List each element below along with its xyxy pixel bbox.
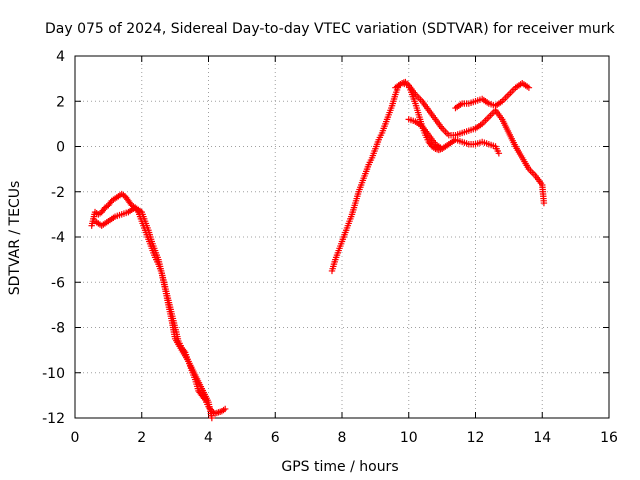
y-tick-label: 0 — [56, 140, 65, 156]
y-axis-label: SDTVAR / TECUs — [7, 181, 23, 296]
series-5 — [405, 116, 503, 157]
x-tick-labels: 0 2 4 6 8 10 12 14 16 — [71, 430, 618, 446]
y-tick-labels: 4 2 0 -2 -4 -6 -8 -10 -12 — [42, 49, 65, 427]
x-tick-label: 8 — [338, 430, 347, 446]
chart-title: Day 075 of 2024, Sidereal Day-to-day VTE… — [45, 21, 615, 37]
data-points — [88, 78, 548, 422]
x-tick-label: 14 — [533, 430, 551, 446]
y-tick-label: -8 — [51, 321, 65, 337]
x-tick-label: 10 — [400, 430, 418, 446]
x-tick-label: 0 — [71, 430, 80, 446]
series-4 — [392, 79, 548, 207]
data-point — [221, 405, 229, 413]
x-tick-label: 12 — [467, 430, 485, 446]
x-axis-label: GPS time / hours — [281, 459, 398, 475]
series-6 — [452, 79, 533, 112]
y-tick-label: -10 — [42, 366, 65, 382]
data-point — [540, 199, 548, 207]
y-tick-label: -4 — [51, 230, 65, 246]
x-tick-label: 2 — [137, 430, 146, 446]
axis-ticks — [74, 55, 610, 419]
y-tick-label: -2 — [51, 185, 65, 201]
y-tick-label: -6 — [51, 275, 65, 291]
x-tick-label: 4 — [204, 430, 213, 446]
x-tick-label: 16 — [600, 430, 618, 446]
y-tick-label: -12 — [42, 411, 65, 427]
data-point — [208, 414, 216, 422]
series-1 — [88, 190, 229, 417]
grid — [75, 56, 609, 418]
y-tick-label: 2 — [56, 94, 65, 110]
data-point — [495, 150, 503, 157]
series-2 — [91, 204, 216, 422]
y-tick-label: 4 — [56, 49, 65, 65]
x-tick-label: 6 — [271, 430, 280, 446]
data-point — [525, 84, 533, 91]
